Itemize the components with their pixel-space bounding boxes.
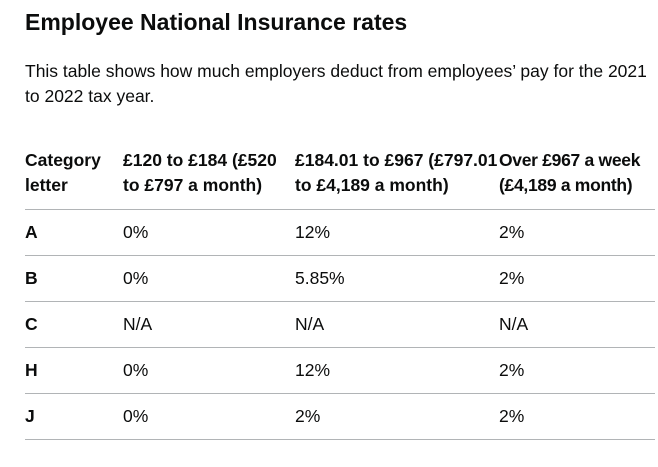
rate-cell: 2%: [295, 393, 499, 440]
intro-text: This table shows how much employers dedu…: [25, 61, 647, 106]
category-letter-cell: C: [25, 301, 123, 348]
column-header-band-2: £184.01 to £967 (£797.01 to £4,189 a mon…: [295, 145, 499, 210]
rate-cell: 12%: [295, 347, 499, 394]
rate-cell: 5.85%: [295, 255, 499, 302]
rate-cell: 2%: [499, 347, 655, 394]
rate-cell: 0%: [123, 255, 295, 302]
table-row: C N/A N/A N/A: [25, 301, 655, 348]
rate-cell: 2%: [499, 255, 655, 302]
table-row: H 0% 12% 2%: [25, 347, 655, 394]
category-letter-cell: J: [25, 393, 123, 440]
rate-cell: 0%: [123, 393, 295, 440]
table-row: B 0% 5.85% 2%: [25, 255, 655, 302]
rate-cell: N/A: [123, 301, 295, 348]
category-letter-cell: A: [25, 209, 123, 256]
rate-cell: 12%: [295, 209, 499, 256]
table-row: A 0% 12% 2%: [25, 209, 655, 256]
category-letter-cell: B: [25, 255, 123, 302]
rate-cell: 0%: [123, 209, 295, 256]
rate-cell: 2%: [499, 209, 655, 256]
column-header-band-1: £120 to £184 (£520 to £797 a month): [123, 145, 295, 210]
column-header-band-3: Over £967 a week (£4,189 a month): [499, 145, 655, 210]
rate-cell: 2%: [499, 393, 655, 440]
table-header-row: Category letter £120 to £184 (£520 to £7…: [25, 145, 655, 210]
table-row: J 0% 2% 2%: [25, 393, 655, 440]
rate-cell: N/A: [295, 301, 499, 348]
rates-table: Category letter £120 to £184 (£520 to £7…: [25, 145, 655, 440]
column-header-category-letter: Category letter: [25, 145, 123, 210]
rate-cell: N/A: [499, 301, 655, 348]
page-title: Employee National Insurance rates: [25, 9, 408, 35]
rate-cell: 0%: [123, 347, 295, 394]
category-letter-cell: H: [25, 347, 123, 394]
